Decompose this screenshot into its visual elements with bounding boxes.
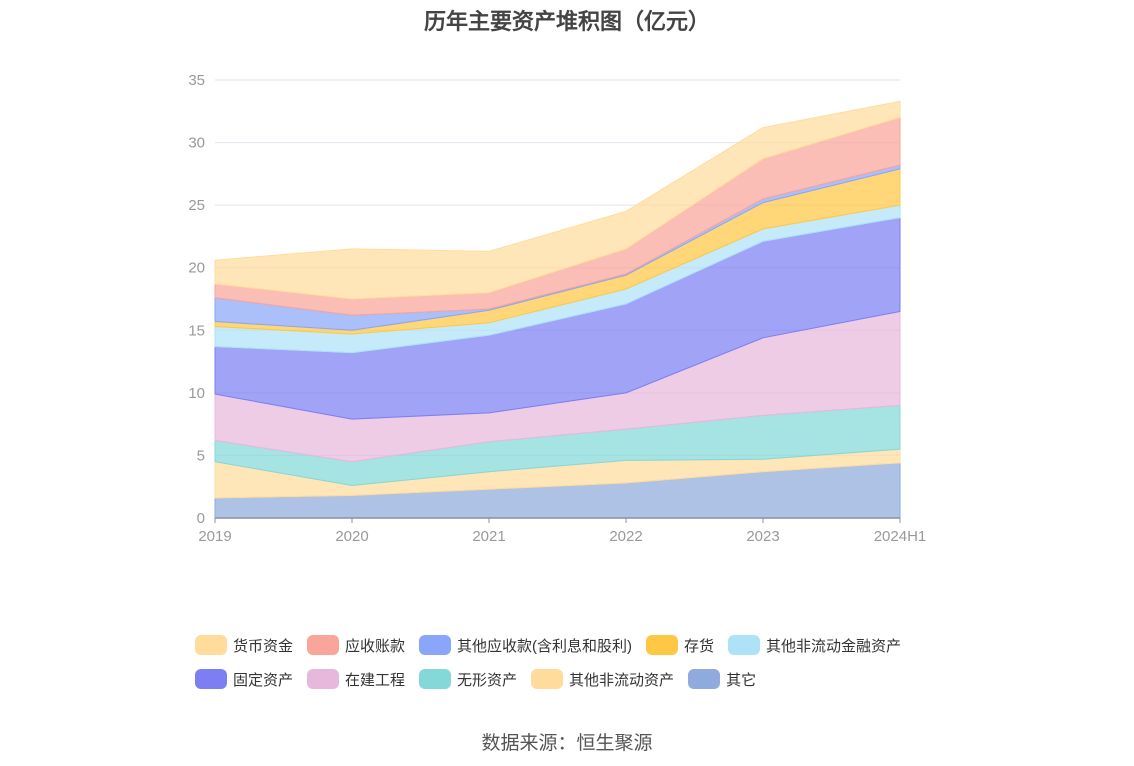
- legend-swatch: [646, 635, 679, 655]
- area-series-9: [214, 100, 901, 300]
- chart-title: 历年主要资产堆积图（亿元）: [423, 9, 710, 34]
- legend-label: 货币资金: [233, 637, 294, 655]
- y-tick-label: 10: [188, 385, 205, 402]
- legend-item[interactable]: 应收账款: [307, 635, 405, 656]
- legend-item[interactable]: 在建工程: [307, 669, 405, 690]
- y-tick-label: 20: [188, 260, 205, 277]
- legend-item[interactable]: 其他非流动资产: [531, 669, 674, 690]
- x-tick-label: 2020: [335, 528, 368, 545]
- legend-swatch: [195, 635, 227, 655]
- y-tick-label: 5: [197, 447, 205, 464]
- legend-swatch: [419, 669, 452, 689]
- area-series: [214, 100, 901, 519]
- y-tick-label: 30: [188, 135, 205, 152]
- x-tick-label: 2022: [609, 528, 642, 545]
- legend-swatch: [688, 669, 721, 689]
- legend-label: 固定资产: [233, 671, 294, 689]
- x-tick-label: 2019: [198, 528, 231, 545]
- x-tick-label: 2024H1: [874, 528, 927, 545]
- legend-row: 固定资产 在建工程 无形资产 其他非流动资产 其它: [195, 662, 975, 696]
- legend-label: 其他非流动金融资产: [766, 637, 902, 655]
- legend-swatch: [728, 635, 761, 655]
- legend-item[interactable]: 无形资产: [419, 669, 517, 690]
- legend-label: 应收账款: [345, 637, 406, 655]
- data-source: 数据来源：恒生聚源: [481, 733, 653, 754]
- y-tick-label: 25: [188, 197, 205, 214]
- legend-label: 在建工程: [345, 671, 406, 689]
- legend-item[interactable]: 存货: [646, 635, 714, 656]
- legend-label: 存货: [684, 637, 715, 655]
- legend-item[interactable]: 其他非流动金融资产: [728, 635, 901, 656]
- legend-item[interactable]: 其他应收款(含利息和股利): [419, 635, 632, 656]
- legend-swatch: [195, 669, 227, 689]
- legend-item[interactable]: 固定资产: [195, 669, 293, 690]
- legend-swatch: [307, 635, 340, 655]
- legend-swatch: [307, 669, 340, 689]
- legend-label: 其他应收款(含利息和股利): [457, 637, 633, 655]
- legend-swatch: [419, 635, 452, 655]
- x-tick-label: 2023: [746, 528, 779, 545]
- x-tick-label: 2021: [472, 528, 505, 545]
- axes: 0 5 10 15 20 25 30 35 2019 2020 2021 2022 2023 2024H1: [188, 72, 926, 545]
- y-tick-label: 0: [197, 510, 205, 527]
- legend: 货币资金 应收账款 其他应收款(含利息和股利) 存货 其他非流动金融资产固定资产 在建工程…: [195, 628, 975, 696]
- y-tick-label: 35: [188, 72, 205, 89]
- legend-label: 其它: [726, 671, 757, 689]
- legend-swatch: [531, 669, 564, 689]
- legend-label: 其他非流动资产: [569, 671, 675, 689]
- y-tick-label: 15: [188, 322, 205, 339]
- legend-item[interactable]: 其它: [688, 669, 756, 690]
- legend-item[interactable]: 货币资金: [195, 635, 293, 656]
- legend-row: 货币资金 应收账款 其他应收款(含利息和股利) 存货 其他非流动金融资产: [195, 628, 975, 662]
- legend-label: 无形资产: [457, 671, 518, 689]
